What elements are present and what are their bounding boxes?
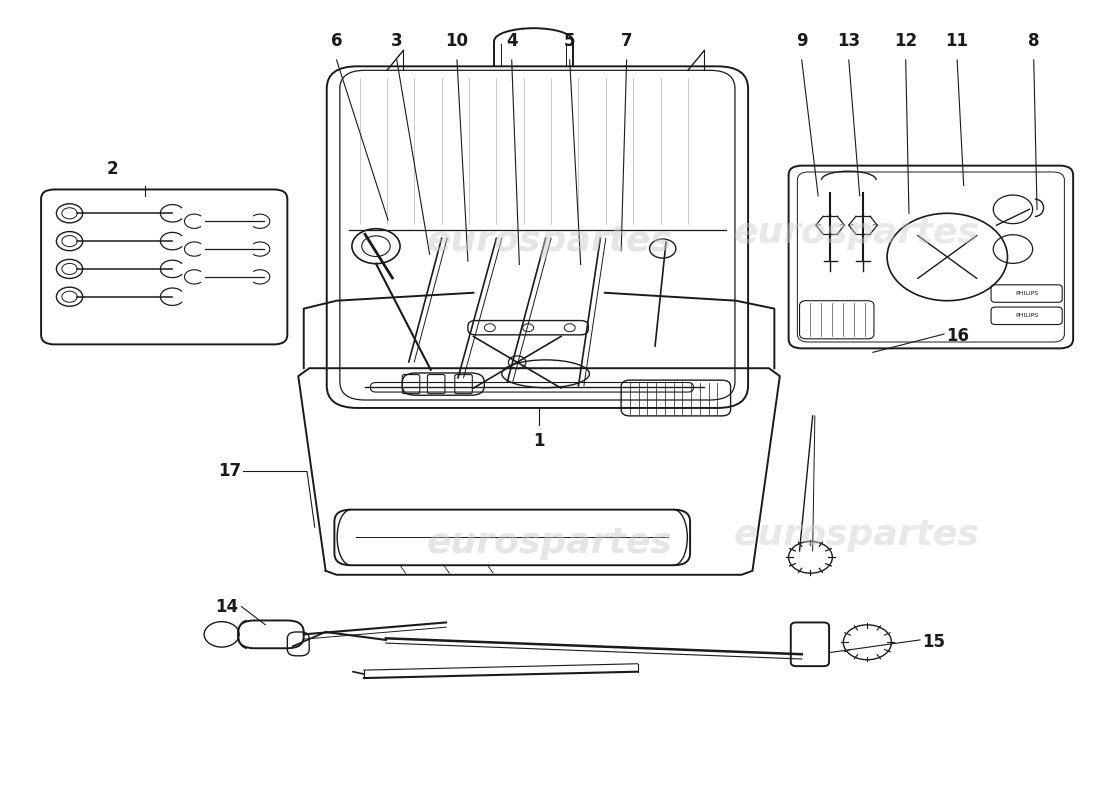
Text: eurospartes: eurospartes — [427, 224, 673, 258]
Text: 5: 5 — [564, 33, 575, 50]
Text: PHILIPS: PHILIPS — [1015, 314, 1038, 318]
Text: 6: 6 — [331, 33, 342, 50]
Text: 8: 8 — [1028, 33, 1040, 50]
Text: 10: 10 — [446, 33, 469, 50]
Text: 9: 9 — [796, 33, 807, 50]
Text: 1: 1 — [534, 432, 544, 450]
Text: 13: 13 — [837, 33, 860, 50]
Text: 4: 4 — [506, 33, 517, 50]
Text: eurospartes: eurospartes — [734, 518, 979, 552]
Text: PHILIPS: PHILIPS — [1015, 291, 1038, 296]
Text: 7: 7 — [620, 33, 632, 50]
Text: eurospartes: eurospartes — [734, 216, 979, 250]
Text: 15: 15 — [922, 634, 945, 651]
Text: 2: 2 — [107, 159, 118, 178]
Text: 12: 12 — [894, 33, 917, 50]
Text: 11: 11 — [946, 33, 969, 50]
Text: 17: 17 — [218, 462, 241, 481]
Text: 16: 16 — [946, 327, 969, 346]
Text: 14: 14 — [214, 598, 238, 615]
Text: 3: 3 — [390, 33, 403, 50]
Text: eurospartes: eurospartes — [427, 526, 673, 560]
